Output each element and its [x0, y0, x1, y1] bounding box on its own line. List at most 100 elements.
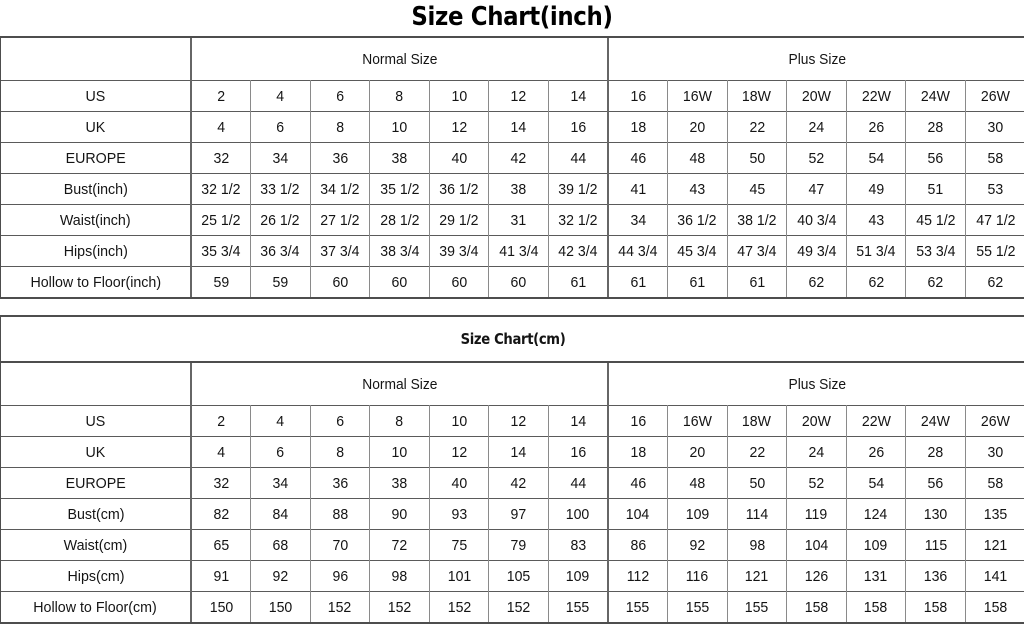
table-cell-value: 34	[272, 149, 289, 167]
table-cell: 68	[250, 529, 311, 561]
table-cell-value: 12	[510, 87, 527, 105]
table-cell: 152	[488, 591, 549, 622]
table-cell: 10	[369, 436, 430, 468]
table-cell-value: 16W	[682, 87, 712, 105]
table-cell: 70	[310, 529, 371, 561]
table-cell: 49	[846, 173, 907, 205]
row-label-europe: EUROPE	[1, 467, 193, 499]
table-cell-value: 90	[391, 505, 408, 523]
table-cell-value: 32	[213, 149, 229, 167]
table-cell: 18	[607, 436, 669, 468]
table-cell: 158	[965, 591, 1024, 622]
table-cell-value: 91	[213, 567, 229, 585]
table-cell: 14	[488, 436, 549, 468]
table-cell: 4	[191, 436, 252, 468]
row-label-hips-cm: Hips(cm)	[1, 560, 193, 592]
table-cell: 61	[607, 266, 669, 297]
table-cell: 51 3/4	[846, 235, 907, 267]
table-cell-value: 116	[686, 567, 709, 585]
table-cell-value: 28	[927, 443, 944, 461]
row-label-europe: EUROPE	[1, 142, 192, 174]
table-cell: 25 1/2	[191, 204, 252, 236]
table-cell-value: 26 1/2	[260, 211, 300, 229]
table-cell: 130	[905, 498, 966, 530]
table-cell-value: 30	[987, 443, 1004, 461]
table-cell-value: 18W	[742, 412, 772, 430]
table-cell-value: 10	[391, 443, 408, 461]
table-cell: 88	[310, 498, 371, 530]
row-label-text: Hips(cm)	[67, 567, 124, 585]
table-cell-value: 38 1/2	[737, 211, 777, 229]
table-cell: 45	[727, 173, 788, 205]
table-cell-value: 50	[749, 474, 765, 492]
table-cell-value: 22W	[861, 87, 891, 105]
table-cell: 79	[488, 529, 549, 561]
table-cell-value: 60	[391, 273, 408, 291]
table-cell: 53	[965, 173, 1024, 205]
row-label-bust-inch: Bust(inch)	[1, 173, 192, 205]
table-cell: 42	[488, 142, 549, 174]
table-cell-value: 62	[868, 273, 884, 291]
table-cell: 60	[369, 266, 430, 297]
table-cell-value: 36	[332, 474, 348, 492]
table-cell-value: 48	[689, 149, 706, 167]
table-cell-value: 14	[510, 118, 527, 136]
table-cell: 16	[548, 436, 609, 468]
table-cell-value: 51	[927, 180, 944, 198]
table-cell: 16W	[667, 80, 728, 112]
table-cell-value: 56	[927, 149, 944, 167]
table-cell: 18	[607, 111, 669, 143]
table-cell-value: 38	[391, 474, 408, 492]
group-header-spacer	[1, 38, 192, 81]
table-cell: 34 1/2	[310, 173, 371, 205]
table-cell-value: 105	[506, 567, 531, 585]
table-cell-value: 8	[336, 443, 344, 461]
table-cell-value: 24W	[921, 412, 951, 430]
table-cell-value: 109	[864, 536, 888, 554]
table-cell-value: 12	[451, 118, 467, 136]
table-cell: 43	[667, 173, 728, 205]
table-cell: 131	[846, 560, 907, 592]
table-cell: 141	[965, 560, 1024, 592]
table-cell-value: 45 1/2	[915, 211, 956, 229]
table-cell: 109	[548, 560, 609, 592]
table-cell-value: 22	[749, 443, 765, 461]
table-cell-value: 79	[510, 536, 527, 554]
chart-title: Size Chart(cm)	[62, 317, 964, 363]
table-cell-value: 155	[745, 598, 769, 616]
table-cell-value: 84	[272, 505, 289, 523]
row-label-uk: UK	[1, 436, 193, 468]
row-label-waist-cm: Waist(cm)	[1, 529, 193, 561]
table-cell-value: 10	[451, 87, 467, 105]
table-cell: 8	[369, 80, 430, 112]
table-cell-value: 6	[276, 118, 285, 136]
table-cell-value: 37 3/4	[320, 242, 360, 260]
table-cell: 53 3/4	[905, 235, 966, 267]
table-cell: 91	[191, 560, 252, 592]
table-cell: 34	[607, 204, 669, 236]
table-cell: 40	[429, 467, 490, 499]
table-cell: 121	[727, 560, 788, 592]
table-cell-value: 28	[927, 118, 944, 136]
table-cell: 4	[250, 405, 311, 437]
table-cell-value: 14	[570, 412, 586, 430]
table-cell: 32	[191, 467, 252, 499]
table-cell: 20W	[786, 80, 847, 112]
table-cell: 54	[846, 142, 907, 174]
table-cell: 62	[965, 266, 1024, 297]
table-cell-value: 59	[272, 273, 289, 291]
table-cell: 58	[965, 142, 1024, 174]
table-cell-value: 58	[987, 474, 1004, 492]
table-cell-value: 18	[630, 118, 646, 136]
table-cell: 39 3/4	[429, 235, 490, 267]
table-cell: 35 1/2	[369, 173, 430, 205]
group-header-label: Normal Size	[361, 375, 438, 393]
table-cell-value: 6	[336, 412, 344, 430]
table-cell-value: 158	[923, 598, 948, 616]
table-cell-value: 4	[276, 412, 285, 430]
table-cell-value: 152	[506, 598, 531, 616]
table-cell: 61	[548, 266, 609, 297]
table-cell: 104	[786, 529, 847, 561]
table-cell: 36 3/4	[250, 235, 311, 267]
